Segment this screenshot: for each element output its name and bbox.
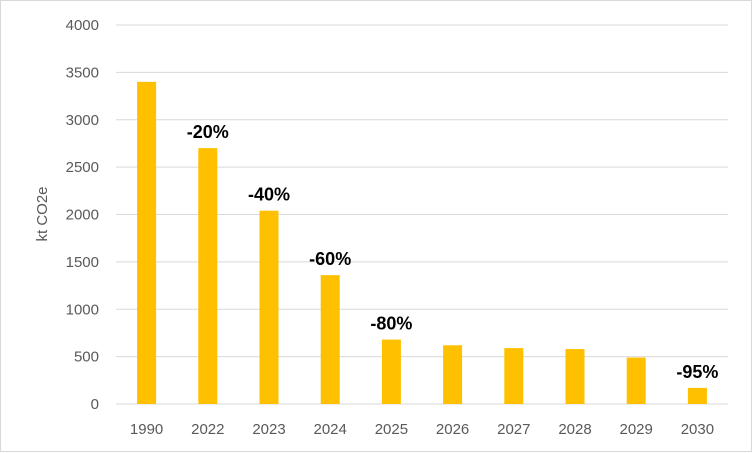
data-label-2030: -95% [676,362,718,382]
y-tick-label-1000: 1000 [66,301,99,318]
x-tick-label-2029: 2029 [620,421,653,438]
x-tick-label-1990: 1990 [130,421,163,438]
x-tick-label-2025: 2025 [375,421,408,438]
bar-2027 [504,348,524,404]
y-tick-label-1500: 1500 [66,254,99,271]
x-tick-label-2024: 2024 [314,421,347,438]
bar-2028 [565,349,585,404]
bar-2025 [381,339,401,404]
y-axis-label: kt CO2e [34,186,51,241]
y-tick-label-0: 0 [91,396,99,413]
y-tick-label-2000: 2000 [66,207,99,224]
y-tick-label-500: 500 [74,349,99,366]
bar-2029 [626,357,646,404]
x-tick-label-2027: 2027 [497,421,530,438]
x-tick-label-2030: 2030 [681,421,714,438]
y-tick-label-4000: 4000 [66,17,99,34]
x-tick-label-2023: 2023 [252,421,285,438]
data-label-2025: -80% [370,314,412,334]
data-label-2022: -20% [187,122,229,142]
bar-2030 [687,387,707,404]
y-tick-label-3500: 3500 [66,64,99,81]
bar-2023 [259,210,279,404]
x-tick-label-2028: 2028 [558,421,591,438]
bar-2022 [198,148,218,404]
bar-2026 [443,345,463,404]
y-tick-label-2500: 2500 [66,159,99,176]
bar-2024 [320,275,340,404]
data-label-2023: -40% [248,185,290,205]
data-label-2024: -60% [309,249,351,269]
y-tick-label-3000: 3000 [66,112,99,129]
bar-1990 [137,81,157,404]
x-tick-label-2022: 2022 [191,421,224,438]
x-tick-label-2026: 2026 [436,421,469,438]
